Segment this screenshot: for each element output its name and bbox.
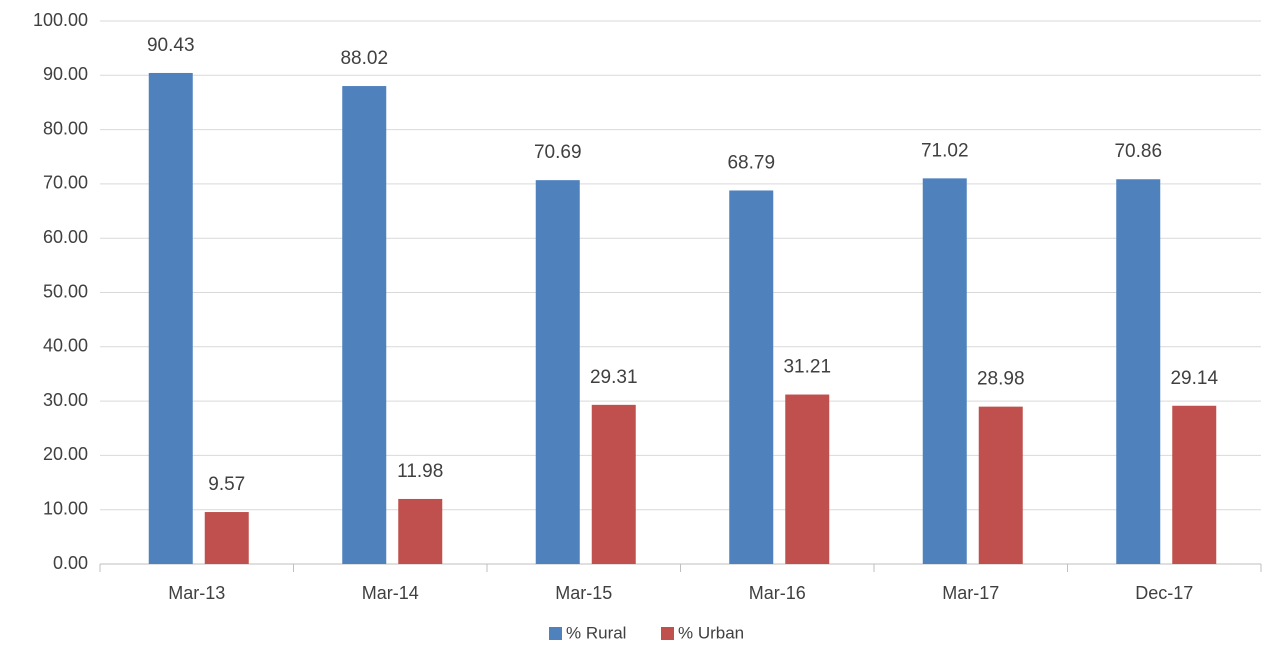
x-tick-label: Mar-14 — [362, 583, 419, 603]
y-tick-label: 50.00 — [43, 281, 88, 301]
bar — [785, 394, 830, 564]
bar — [729, 190, 774, 564]
y-tick-label: 90.00 — [43, 64, 88, 84]
data-label: 70.86 — [1114, 141, 1162, 162]
data-label: 70.69 — [534, 142, 582, 163]
y-tick-label: 30.00 — [43, 390, 88, 410]
data-label: 29.31 — [590, 367, 638, 388]
data-label: 31.21 — [783, 357, 831, 378]
x-tick-label: Mar-15 — [555, 583, 612, 603]
y-tick-label: 10.00 — [43, 498, 88, 518]
y-tick-label: 80.00 — [43, 118, 88, 138]
y-tick-label: 20.00 — [43, 444, 88, 464]
data-label: 88.02 — [340, 48, 388, 69]
bar — [1116, 179, 1161, 564]
bar — [342, 86, 387, 565]
bar — [148, 72, 193, 565]
bar — [535, 180, 580, 564]
data-label: 11.98 — [397, 461, 443, 482]
y-tick-label: 70.00 — [43, 173, 88, 193]
x-tick-label: Mar-17 — [942, 583, 999, 603]
data-label: 9.57 — [208, 474, 245, 495]
bar — [922, 178, 967, 565]
bar — [398, 498, 443, 564]
data-label: 71.02 — [921, 140, 969, 161]
bar — [204, 512, 249, 564]
y-tick-label: 40.00 — [43, 336, 88, 356]
legend-label: % Rural — [566, 623, 626, 642]
data-label: 28.98 — [977, 369, 1025, 390]
bar — [591, 404, 636, 564]
bar — [978, 406, 1023, 564]
x-tick-label: Mar-13 — [168, 583, 225, 603]
y-tick-label: 60.00 — [43, 227, 88, 247]
legend-swatch — [549, 627, 562, 640]
data-label: 68.79 — [727, 152, 775, 173]
bar — [1172, 405, 1217, 564]
x-tick-label: Dec-17 — [1135, 583, 1193, 603]
y-tick-label: 0.00 — [53, 553, 88, 573]
data-label: 29.14 — [1170, 368, 1218, 389]
legend-label: % Urban — [678, 623, 744, 642]
y-tick-label: 100.00 — [33, 10, 88, 30]
x-tick-label: Mar-16 — [749, 583, 806, 603]
legend-swatch — [661, 627, 674, 640]
data-label: 90.43 — [147, 35, 195, 56]
